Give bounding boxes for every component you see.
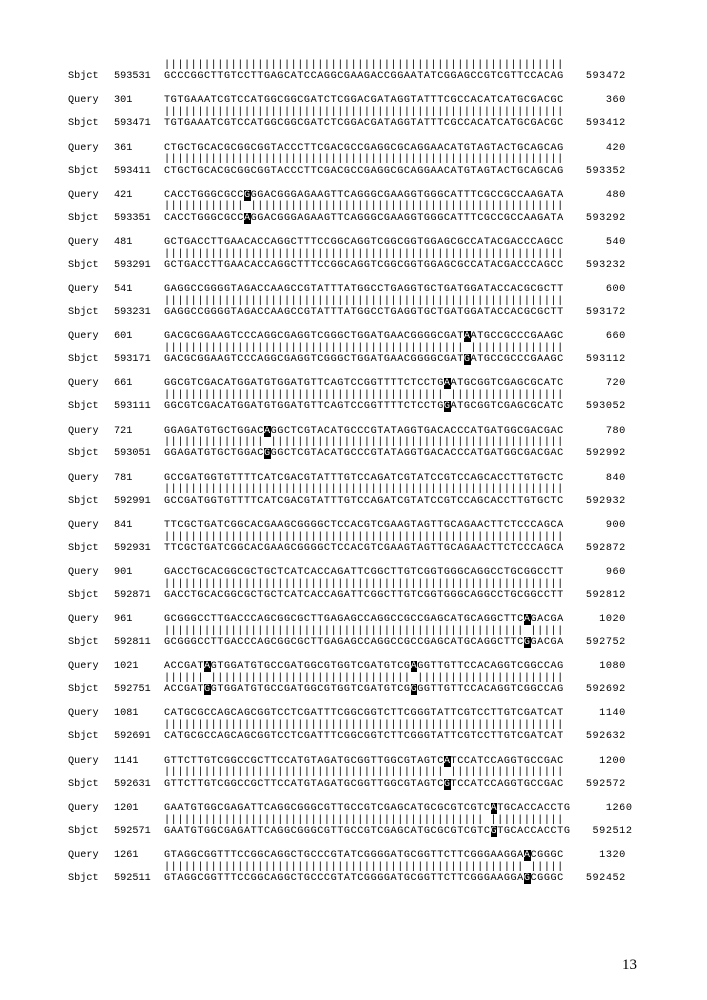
query-row: Query1261GTAGGCGGTTTCCGGCAGGCTGCCCGTATCG… — [68, 850, 647, 862]
query-row: Query481GCTGACCTTGAACACCAGGCTTTCCGGCAGGT… — [68, 237, 647, 249]
alignment-block: Query721GGAGATGTGCTGGACAGGCTCGTACATGCCCG… — [68, 426, 647, 461]
alignment-container: ||||||||||||||||||||||||||||||||||||||||… — [68, 60, 647, 885]
alignment-block: Query1081CATGCGCCAGCAGCGGTCCTCGATTTCGGCG… — [68, 708, 647, 743]
sbjct-row: Sbjct593051GGAGATGTGCTGGACGGGCTCGTACATGC… — [68, 448, 647, 460]
query-row: Query601GACGCGGAAGTCCCAGGCGAGGTCGGGCTGGA… — [68, 331, 647, 343]
query-row: Query1021ACCGATAGTGGATGTGCCGATGGCGTGGTCG… — [68, 661, 647, 673]
sbjct-row: Sbjct592631GTTCTTGTCGGCCGCTTCCATGTAGATGC… — [68, 779, 647, 791]
alignment-block: Query421CACCTGGGCGCCGGGACGGGAGAAGTTCAGGG… — [68, 190, 647, 225]
alignment-block: Query541GAGGCCGGGGTAGACCAAGCCGTATTTATGGC… — [68, 284, 647, 319]
sbjct-row: Sbjct592691CATGCGCCAGCAGCGGTCCTCGATTTCGG… — [68, 731, 647, 743]
sbjct-row: Sbjct592811GCGGGCCTTGACCCAGCGGCGCTTGAGAG… — [68, 637, 647, 649]
sbjct-row: Sbjct593111GGCGTCGACATGGATGTGGATGTTCAGTC… — [68, 401, 647, 413]
query-row: Query781GCCGATGGTGTTTTCATCGACGTATTTGTCCA… — [68, 473, 647, 485]
query-row: Query421CACCTGGGCGCCGGGACGGGAGAAGTTCAGGG… — [68, 190, 647, 202]
query-row: Query961GCGGGCCTTGACCCAGCGGCGCTTGAGAGCCA… — [68, 614, 647, 626]
sbjct-row: Sbjct593351CACCTGGGCGCCAGGACGGGAGAAGTTCA… — [68, 213, 647, 225]
alignment-block: Query661GGCGTCGACATGGATGTGGATGTTCAGTCCGG… — [68, 378, 647, 413]
query-row: Query301TGTGAAATCGTCCATGGCGGCGATCTCGGACG… — [68, 95, 647, 107]
alignment-block: Query781GCCGATGGTGTTTTCATCGACGTATTTGTCCA… — [68, 473, 647, 508]
alignment-block: Query361CTGCTGCACGCGGCGGTACCCTTCGACGCCGA… — [68, 143, 647, 178]
sbjct-row: Sbjct593291GCTGACCTTGAACACCAGGCTTTCCGGCA… — [68, 260, 647, 272]
sbjct-row: Sbjct592751ACCGATGGTGGATGTGCCGATGGCGTGGT… — [68, 684, 647, 696]
match-line: |||||| |||||||||||||||||||||||||||||| ||… — [68, 673, 647, 684]
query-row: Query661GGCGTCGACATGGATGTGGATGTTCAGTCCGG… — [68, 378, 647, 390]
alignment-block: Query1021ACCGATAGTGGATGTGCCGATGGCGTGGTCG… — [68, 661, 647, 696]
sbjct-row: Sbjct592871GACCTGCACGGCGCTGCTCATCACCAGAT… — [68, 590, 647, 602]
sbjct-row: Sbjct593411CTGCTGCACGCGGCGGTACCCTTCGACGC… — [68, 166, 647, 178]
sbjct-row: Sbjct593171GACGCGGAAGTCCCAGGCGAGGTCGGGCT… — [68, 354, 647, 366]
page-number: 13 — [622, 957, 637, 974]
sbjct-row: Sbjct593471TGTGAAATCGTCCATGGCGGCGATCTCGG… — [68, 118, 647, 130]
match-line: ||||||||||||||||||||||||||||||||||||||||… — [68, 532, 647, 543]
query-row: Query721GGAGATGTGCTGGACAGGCTCGTACATGCCCG… — [68, 426, 647, 438]
match-line: ||||||||||||||||||||||||||||||||||||||||… — [68, 60, 647, 71]
match-line: ||||||||||||||||||||||||||||||||||||||||… — [68, 484, 647, 495]
query-row: Query901GACCTGCACGGCGCTGCTCATCACCAGATTCG… — [68, 567, 647, 579]
query-row: Query1141GTTCTTGTCGGCCGCTTCCATGTAGATGCGG… — [68, 756, 647, 768]
alignment-block: Query1201GAATGTGGCGAGATTCAGGCGGGCGTTGCCG… — [68, 803, 647, 838]
match-line: ||||||||||||||||||||||||||||||||||||||||… — [68, 579, 647, 590]
match-line: ||||||||||||||| ||||||||||||||||||||||||… — [68, 437, 647, 448]
alignment-block: Query961GCGGGCCTTGACCCAGCGGCGCTTGAGAGCCA… — [68, 614, 647, 649]
match-line: ||||||||||||||||||||||||||||||||||||||||… — [68, 107, 647, 118]
sbjct-row: Sbjct592511GTAGGCGGTTTCCGGCAGGCTGCCCGTAT… — [68, 873, 647, 885]
query-row: Query541GAGGCCGGGGTAGACCAAGCCGTATTTATGGC… — [68, 284, 647, 296]
match-line: ||||||||||||||||||||||||||||||||||||||||… — [68, 296, 647, 307]
alignment-block: Query601GACGCGGAAGTCCCAGGCGAGGTCGGGCTGGA… — [68, 331, 647, 366]
sbjct-row: Sbjct593531GCCCGGCTTGTCCTTGAGCATCCAGGCGA… — [68, 71, 647, 83]
alignment-block: ||||||||||||||||||||||||||||||||||||||||… — [68, 60, 647, 83]
match-line: ||||||||||||||||||||||||||||||||||||||||… — [68, 249, 647, 260]
match-line: |||||||||||| |||||||||||||||||||||||||||… — [68, 201, 647, 212]
sbjct-row: Sbjct593231GAGGCCGGGGTAGACCAAGCCGTATTTAT… — [68, 307, 647, 319]
query-row: Query361CTGCTGCACGCGGCGGTACCCTTCGACGCCGA… — [68, 143, 647, 155]
sbjct-row: Sbjct592571GAATGTGGCGAGATTCAGGCGGGCGTTGC… — [68, 826, 647, 838]
alignment-block: Query1141GTTCTTGTCGGCCGCTTCCATGTAGATGCGG… — [68, 756, 647, 791]
query-row: Query1081CATGCGCCAGCAGCGGTCCTCGATTTCGGCG… — [68, 708, 647, 720]
alignment-block: Query841TTCGCTGATCGGCACGAAGCGGGGCTCCACGT… — [68, 520, 647, 555]
match-line: ||||||||||||||||||||||||||||||||||||||||… — [68, 720, 647, 731]
query-row: Query1201GAATGTGGCGAGATTCAGGCGGGCGTTGCCG… — [68, 803, 647, 815]
alignment-block: Query481GCTGACCTTGAACACCAGGCTTTCCGGCAGGT… — [68, 237, 647, 272]
match-line: ||||||||||||||||||||||||||||||||||||||||… — [68, 390, 647, 401]
sbjct-row: Sbjct592931TTCGCTGATCGGCACGAAGCGGGGCTCCA… — [68, 543, 647, 555]
match-line: ||||||||||||||||||||||||||||||||||||||||… — [68, 343, 647, 354]
sbjct-row: Sbjct592991GCCGATGGTGTTTTCATCGACGTATTTGT… — [68, 496, 647, 508]
query-row: Query841TTCGCTGATCGGCACGAAGCGGGGCTCCACGT… — [68, 520, 647, 532]
match-line: ||||||||||||||||||||||||||||||||||||||||… — [68, 626, 647, 637]
match-line: ||||||||||||||||||||||||||||||||||||||||… — [68, 767, 647, 778]
alignment-block: Query901GACCTGCACGGCGCTGCTCATCACCAGATTCG… — [68, 567, 647, 602]
match-line: ||||||||||||||||||||||||||||||||||||||||… — [68, 862, 647, 873]
match-line: ||||||||||||||||||||||||||||||||||||||||… — [68, 154, 647, 165]
alignment-block: Query301TGTGAAATCGTCCATGGCGGCGATCTCGGACG… — [68, 95, 647, 130]
match-line: ||||||||||||||||||||||||||||||||||||||||… — [68, 815, 647, 826]
alignment-block: Query1261GTAGGCGGTTTCCGGCAGGCTGCCCGTATCG… — [68, 850, 647, 885]
